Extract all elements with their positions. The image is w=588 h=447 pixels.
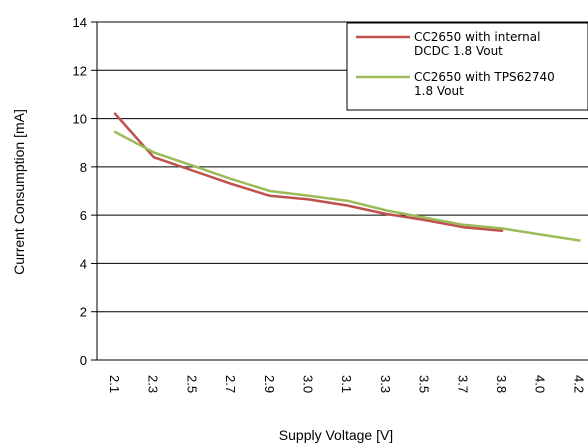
axes xyxy=(91,21,588,361)
y-tick-label: 10 xyxy=(73,112,87,127)
y-tick-label: 4 xyxy=(80,256,87,271)
y-tick-labels: 0 2 4 6 8 10 12 14 xyxy=(73,15,87,368)
y-tick-label: 8 xyxy=(80,160,87,175)
x-tick-label: 3.1 xyxy=(339,375,354,393)
x-tick-label: 3.7 xyxy=(455,375,470,393)
x-tick-label: 4.0 xyxy=(533,375,548,393)
series-line-1 xyxy=(113,112,504,233)
x-tick-label: 3.0 xyxy=(301,375,316,393)
y-tick-label: 2 xyxy=(80,305,87,320)
legend-label: 1.8 Vout xyxy=(414,84,464,98)
legend-label: DCDC 1.8 Vout xyxy=(414,44,503,58)
x-tick-label: 3.5 xyxy=(417,375,432,393)
y-tick-label: 6 xyxy=(80,208,87,223)
y-tick-label: 0 xyxy=(80,353,87,368)
x-axis-label: Supply Voltage [V] xyxy=(279,427,393,443)
y-tick-label: 14 xyxy=(73,15,87,30)
x-tick-label: 2.3 xyxy=(146,375,161,393)
x-tick-labels: 2.1 2.3 2.5 2.7 2.9 3.0 3.1 3.3 3.5 3.7 3.8 4.0 4.2 xyxy=(107,375,586,393)
x-tick-label: 2.5 xyxy=(184,375,199,393)
series-line-2 xyxy=(113,130,581,242)
data-series xyxy=(113,112,581,242)
legend-label: CC2650 with TPS62740 xyxy=(414,70,555,84)
x-tick-label: 4.2 xyxy=(571,375,586,393)
legend-label: CC2650 with internal xyxy=(414,30,540,44)
y-tick-label: 12 xyxy=(73,63,87,78)
x-tick-label: 3.3 xyxy=(378,375,393,393)
x-tick-label: 3.8 xyxy=(494,375,509,393)
x-tick-label: 2.7 xyxy=(223,375,238,393)
y-axis-label: Current Consumption [mA] xyxy=(11,109,27,275)
x-tick-label: 2.1 xyxy=(107,375,122,393)
x-tick-label: 2.9 xyxy=(262,375,277,393)
